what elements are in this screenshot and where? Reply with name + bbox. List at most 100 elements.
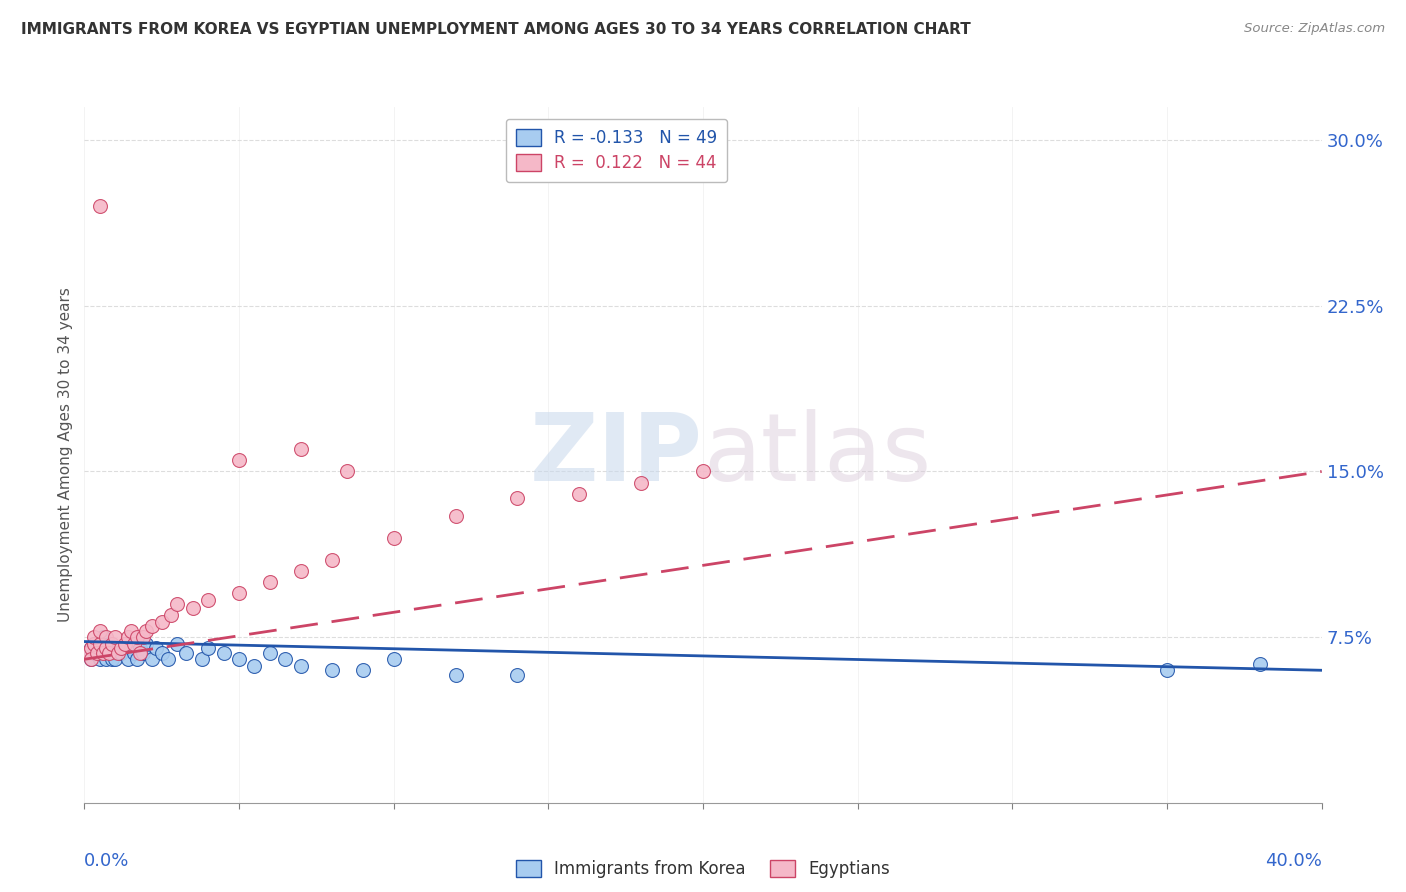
Point	[156, 652, 179, 666]
Point	[94, 641, 117, 656]
Point	[274, 652, 297, 666]
Point	[506, 491, 529, 505]
Point	[290, 442, 312, 457]
Point	[83, 646, 105, 660]
Point	[98, 637, 121, 651]
Point	[228, 453, 250, 467]
Y-axis label: Unemployment Among Ages 30 to 34 years: Unemployment Among Ages 30 to 34 years	[58, 287, 73, 623]
Point	[101, 641, 124, 656]
Point	[98, 646, 121, 660]
Point	[79, 652, 101, 666]
Point	[76, 646, 98, 660]
Point	[160, 608, 183, 623]
Point	[114, 637, 136, 651]
Point	[321, 553, 343, 567]
Text: IMMIGRANTS FROM KOREA VS EGYPTIAN UNEMPLOYMENT AMONG AGES 30 TO 34 YEARS CORRELA: IMMIGRANTS FROM KOREA VS EGYPTIAN UNEMPL…	[21, 22, 970, 37]
Point	[122, 637, 145, 651]
Text: ZIP: ZIP	[530, 409, 703, 501]
Point	[181, 601, 204, 615]
Point	[1156, 663, 1178, 677]
Point	[191, 652, 214, 666]
Point	[228, 652, 250, 666]
Text: atlas: atlas	[703, 409, 931, 501]
Text: 0.0%: 0.0%	[84, 852, 129, 870]
Point	[228, 586, 250, 600]
Point	[197, 592, 219, 607]
Point	[89, 652, 111, 666]
Point	[101, 637, 124, 651]
Text: Source: ZipAtlas.com: Source: ZipAtlas.com	[1244, 22, 1385, 36]
Point	[104, 630, 127, 644]
Legend: Immigrants from Korea, Egyptians: Immigrants from Korea, Egyptians	[509, 854, 897, 885]
Point	[104, 652, 127, 666]
Point	[150, 615, 173, 629]
Point	[141, 652, 163, 666]
Point	[89, 637, 111, 651]
Point	[212, 646, 235, 660]
Point	[79, 641, 101, 656]
Point	[135, 624, 157, 638]
Point	[444, 508, 467, 523]
Point	[120, 624, 142, 638]
Point	[166, 637, 188, 651]
Point	[86, 641, 108, 656]
Point	[290, 564, 312, 578]
Point	[110, 641, 132, 656]
Point	[114, 637, 136, 651]
Point	[197, 641, 219, 656]
Point	[132, 646, 155, 660]
Point	[444, 667, 467, 681]
Point	[176, 646, 198, 660]
Point	[352, 663, 374, 677]
Point	[117, 630, 139, 644]
Point	[79, 641, 101, 656]
Point	[89, 637, 111, 651]
Point	[243, 658, 266, 673]
Point	[125, 630, 148, 644]
Point	[91, 630, 114, 644]
Point	[382, 531, 405, 545]
Point	[110, 646, 132, 660]
Point	[122, 646, 145, 660]
Point	[104, 646, 127, 660]
Point	[94, 641, 117, 656]
Text: 40.0%: 40.0%	[1265, 852, 1322, 870]
Point	[94, 630, 117, 644]
Point	[91, 646, 114, 660]
Point	[568, 486, 591, 500]
Point	[1249, 657, 1271, 671]
Point	[86, 646, 108, 660]
Point	[692, 465, 714, 479]
Point	[145, 641, 167, 656]
Point	[117, 652, 139, 666]
Point	[83, 637, 105, 651]
Point	[79, 652, 101, 666]
Point	[98, 646, 121, 660]
Point	[83, 630, 105, 644]
Point	[135, 637, 157, 651]
Point	[290, 658, 312, 673]
Point	[259, 574, 281, 589]
Point	[129, 641, 152, 656]
Point	[101, 652, 124, 666]
Point	[89, 624, 111, 638]
Point	[107, 641, 129, 656]
Point	[630, 475, 652, 490]
Point	[336, 465, 359, 479]
Point	[166, 597, 188, 611]
Point	[89, 199, 111, 213]
Point	[125, 652, 148, 666]
Point	[141, 619, 163, 633]
Point	[132, 630, 155, 644]
Point	[150, 646, 173, 660]
Point	[120, 641, 142, 656]
Point	[94, 652, 117, 666]
Point	[91, 646, 114, 660]
Point	[259, 646, 281, 660]
Point	[83, 637, 105, 651]
Point	[506, 667, 529, 681]
Point	[321, 663, 343, 677]
Point	[76, 646, 98, 660]
Point	[382, 652, 405, 666]
Point	[129, 646, 152, 660]
